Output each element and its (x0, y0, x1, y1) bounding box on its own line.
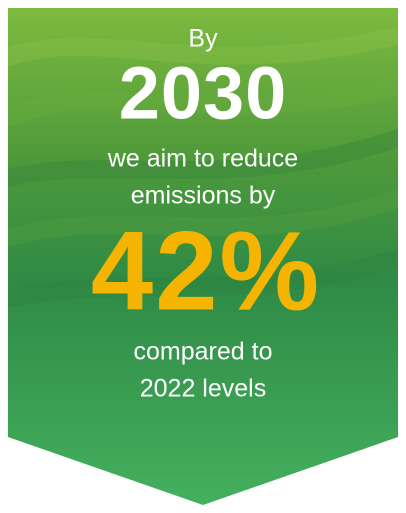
closing-line: 2022 levels (140, 375, 266, 403)
text-line: emissions by (131, 182, 276, 210)
text-line: we aim to reduce (107, 145, 298, 173)
closing-line: compared to (134, 338, 273, 366)
year: 2030 (119, 52, 288, 135)
banner: By 2030 we aim to reduce emissions by 42… (0, 0, 406, 513)
highlight: 42% (91, 209, 321, 334)
intro: By (188, 25, 218, 53)
